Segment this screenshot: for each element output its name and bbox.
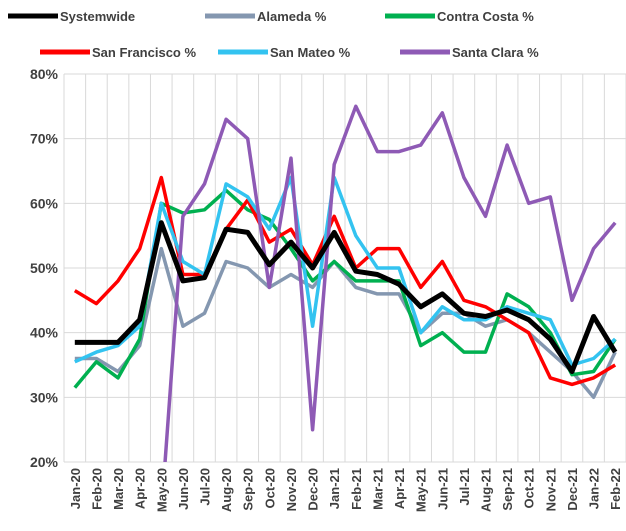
x-tick-label: Aug-21 bbox=[479, 468, 494, 512]
x-tick-label: Dec-20 bbox=[306, 468, 321, 511]
x-tick-label: May-21 bbox=[414, 468, 429, 512]
series-line bbox=[74, 175, 617, 367]
x-tick-label: Jan-21 bbox=[327, 468, 342, 509]
x-tick-label: Oct-20 bbox=[262, 468, 277, 508]
y-tick-label: 20% bbox=[30, 454, 59, 470]
x-tick-label: Jan-22 bbox=[587, 468, 602, 509]
series-line bbox=[73, 188, 617, 389]
x-tick-label: Jul-21 bbox=[457, 468, 472, 506]
x-tick-label: Mar-20 bbox=[111, 468, 126, 510]
x-tick-label: Apr-20 bbox=[133, 468, 148, 509]
x-tick-label: Feb-21 bbox=[349, 468, 364, 510]
y-tick-label: 40% bbox=[30, 325, 59, 341]
y-tick-label: 60% bbox=[30, 195, 59, 211]
y-tick-label: 30% bbox=[30, 389, 59, 405]
x-tick-label: Nov-20 bbox=[284, 468, 299, 511]
x-tick-label: Apr-21 bbox=[392, 468, 407, 509]
x-tick-label: Mar-21 bbox=[370, 468, 385, 510]
x-tick-label: Dec-21 bbox=[565, 468, 580, 511]
legend-label: Systemwide bbox=[60, 9, 135, 24]
y-tick-label: 80% bbox=[30, 66, 59, 82]
x-tick-label: Jun-20 bbox=[176, 468, 191, 510]
series-line bbox=[73, 175, 617, 387]
x-tick-label: Nov-21 bbox=[543, 468, 558, 511]
x-tick-label: Feb-22 bbox=[608, 468, 623, 510]
x-tick-label: Sep-21 bbox=[500, 468, 515, 511]
series-line bbox=[74, 220, 618, 374]
legend-label: San Francisco % bbox=[92, 45, 196, 60]
legend-label: Alameda % bbox=[257, 9, 327, 24]
x-tick-label: May-20 bbox=[154, 468, 169, 512]
series-line bbox=[163, 104, 617, 462]
x-tick-label: Aug-20 bbox=[219, 468, 234, 512]
y-tick-label: 70% bbox=[30, 131, 59, 147]
x-tick-label: Oct-21 bbox=[522, 468, 537, 508]
y-tick-label: 50% bbox=[30, 260, 59, 276]
x-tick-label: Jun-21 bbox=[435, 468, 450, 510]
x-tick-label: Jan-20 bbox=[68, 468, 83, 509]
legend-label: San Mateo % bbox=[270, 45, 351, 60]
x-tick-label: Jul-20 bbox=[198, 468, 213, 506]
plot-area bbox=[73, 104, 618, 462]
x-tick-label: Feb-20 bbox=[89, 468, 104, 510]
legend-label: Contra Costa % bbox=[437, 9, 534, 24]
legend-label: Santa Clara % bbox=[452, 45, 539, 60]
x-tick-label: Sep-20 bbox=[241, 468, 256, 511]
